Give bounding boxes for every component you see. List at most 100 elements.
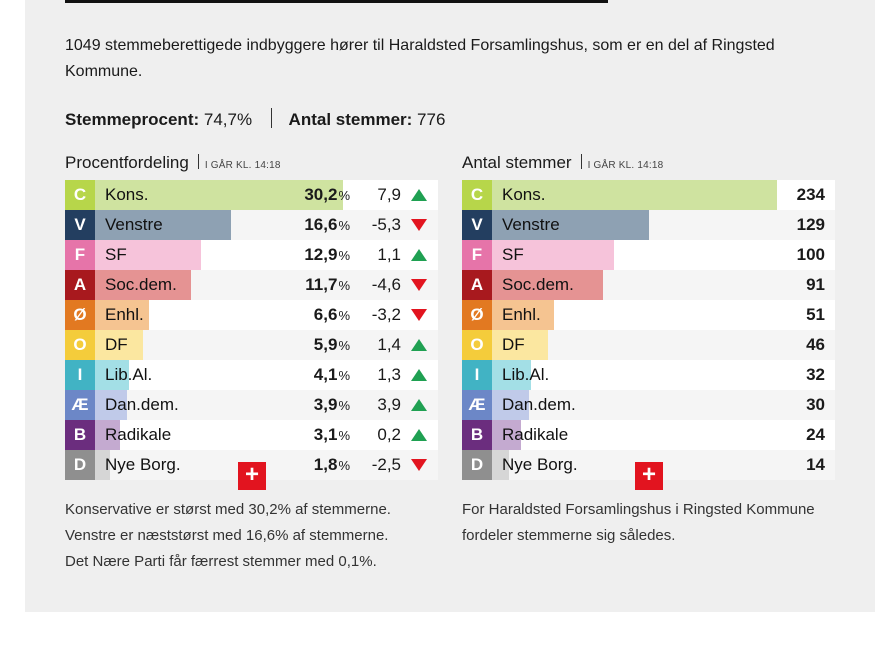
party-name: DF: [502, 335, 525, 354]
percent-unit: %: [338, 188, 350, 203]
note-line: Venstre er næststørst med 16,6% af stemm…: [65, 527, 389, 544]
votes-value: 776: [417, 110, 446, 129]
percent-value: 3,1%: [314, 420, 350, 451]
party-name: SF: [105, 245, 127, 264]
change-value: 1,4: [377, 335, 401, 354]
party-name: Lib.Al.: [105, 365, 153, 384]
vote-count: 234: [796, 185, 825, 204]
percent-value: 16,6%: [304, 210, 350, 241]
party-name: Enhl.: [502, 305, 541, 324]
percent-unit: %: [338, 218, 350, 233]
party-letter: F: [462, 240, 492, 270]
percent-number: 4,1: [313, 365, 338, 384]
party-letter: B: [462, 420, 492, 450]
party-letter: C: [65, 180, 95, 210]
value-bar: [492, 270, 603, 300]
party-row: O DF 5,9% 1,4: [65, 330, 438, 360]
party-letter: I: [462, 360, 492, 390]
percent-number: 3,1: [313, 425, 338, 444]
expand-votes-button[interactable]: +: [635, 462, 663, 490]
change-value: -4,6: [371, 275, 401, 294]
party-row: B Radikale 24: [462, 420, 835, 450]
party-letter: D: [462, 450, 492, 480]
value-bar: [492, 330, 548, 360]
percent-value: 4,1%: [314, 360, 350, 391]
intro-text: 1049 stemmeberettigede indbyggere hører …: [65, 37, 775, 80]
party-letter: D: [65, 450, 95, 480]
turnout-label: Stemmeprocent:: [65, 110, 200, 129]
party-row: A Soc.dem. 11,7% -4,6: [65, 270, 438, 300]
party-row: I Lib.Al. 4,1% 1,3: [65, 360, 438, 390]
party-letter: Ø: [462, 300, 492, 330]
votes-chart-rows: C Kons. 234 V Venstre 129 F SF 100 A Soc.dem. 91 Ø En…: [462, 180, 835, 480]
value-bar: [492, 390, 529, 420]
percent-unit: %: [338, 428, 350, 443]
note-line: Konservative er størst med 30,2% af stem…: [65, 501, 391, 518]
value-bar: [492, 420, 521, 450]
votes-chart-note: For Haraldsted Forsamlingshus i Ringsted…: [462, 497, 842, 549]
change-value: 7,9: [377, 185, 401, 204]
percent-value: 30,2%: [304, 180, 350, 211]
change-value: 1,3: [377, 365, 401, 384]
votes-chart-header: Antal stemmer I GÅR KL. 14:18: [462, 150, 835, 180]
percent-chart-title: Procentfordeling: [65, 153, 189, 172]
party-name: Dan.dem.: [502, 395, 576, 414]
change-value: 1,1: [377, 245, 401, 264]
party-row: F SF 100: [462, 240, 835, 270]
party-letter: V: [65, 210, 95, 240]
value-bar: [95, 270, 191, 300]
party-row: F SF 12,9% 1,1: [65, 240, 438, 270]
change-value: -2,5: [371, 455, 401, 474]
value-bar: [95, 390, 127, 420]
change-value: -5,3: [371, 215, 401, 234]
party-name: Venstre: [105, 215, 163, 234]
arrow-down-icon: [411, 279, 427, 291]
vote-count: 30: [806, 395, 825, 414]
percent-number: 3,9: [313, 395, 338, 414]
party-letter: V: [462, 210, 492, 240]
vote-count: 100: [796, 245, 825, 264]
percent-chart-rows: C Kons. 30,2% 7,9 V Venstre 16,6% -5,3 F SF 12,9% 1…: [65, 180, 438, 480]
turnout-value: 74,7%: [203, 110, 253, 129]
note-line: For Haraldsted Forsamlingshus i Ringsted…: [462, 501, 815, 518]
vote-count: 91: [806, 275, 825, 294]
expand-percent-button[interactable]: +: [238, 462, 266, 490]
value-bar: [492, 450, 509, 480]
percent-number: 1,8: [313, 455, 338, 474]
change-value: 0,2: [377, 425, 401, 444]
vote-count: 24: [806, 425, 825, 444]
party-name: Enhl.: [105, 305, 144, 324]
party-row: Ø Enhl. 51: [462, 300, 835, 330]
party-row: V Venstre 16,6% -5,3: [65, 210, 438, 240]
party-name: DF: [105, 335, 128, 354]
party-row: O DF 46: [462, 330, 835, 360]
party-letter: O: [462, 330, 492, 360]
note-line: Det Nære Parti får færrest stemmer med 0…: [65, 553, 377, 570]
arrow-up-icon: [411, 249, 427, 261]
percent-chart-header: Procentfordeling I GÅR KL. 14:18: [65, 150, 438, 180]
vote-count: 14: [806, 455, 825, 474]
party-letter: B: [65, 420, 95, 450]
party-row: I Lib.Al. 32: [462, 360, 835, 390]
arrow-up-icon: [411, 339, 427, 351]
party-name: Lib.Al.: [502, 365, 550, 384]
change-value: 3,9: [377, 395, 401, 414]
percent-number: 6,6: [313, 305, 338, 324]
party-row: V Venstre 129: [462, 210, 835, 240]
party-row: Æ Dan.dem. 3,9% 3,9: [65, 390, 438, 420]
party-row: A Soc.dem. 91: [462, 270, 835, 300]
arrow-up-icon: [411, 369, 427, 381]
percent-number: 30,2: [304, 185, 338, 204]
arrow-up-icon: [411, 189, 427, 201]
party-letter: F: [65, 240, 95, 270]
percent-unit: %: [338, 398, 350, 413]
arrow-down-icon: [411, 459, 427, 471]
party-letter: C: [462, 180, 492, 210]
percent-unit: %: [338, 248, 350, 263]
party-row: D Nye Borg. 1,8% -2,5: [65, 450, 438, 480]
party-name: Kons.: [502, 185, 546, 204]
percent-value: 12,9%: [304, 240, 350, 271]
percent-chart-time: I GÅR KL. 14:18: [204, 160, 281, 171]
percent-value: 1,8%: [314, 450, 350, 481]
party-name: Soc.dem.: [502, 275, 574, 294]
